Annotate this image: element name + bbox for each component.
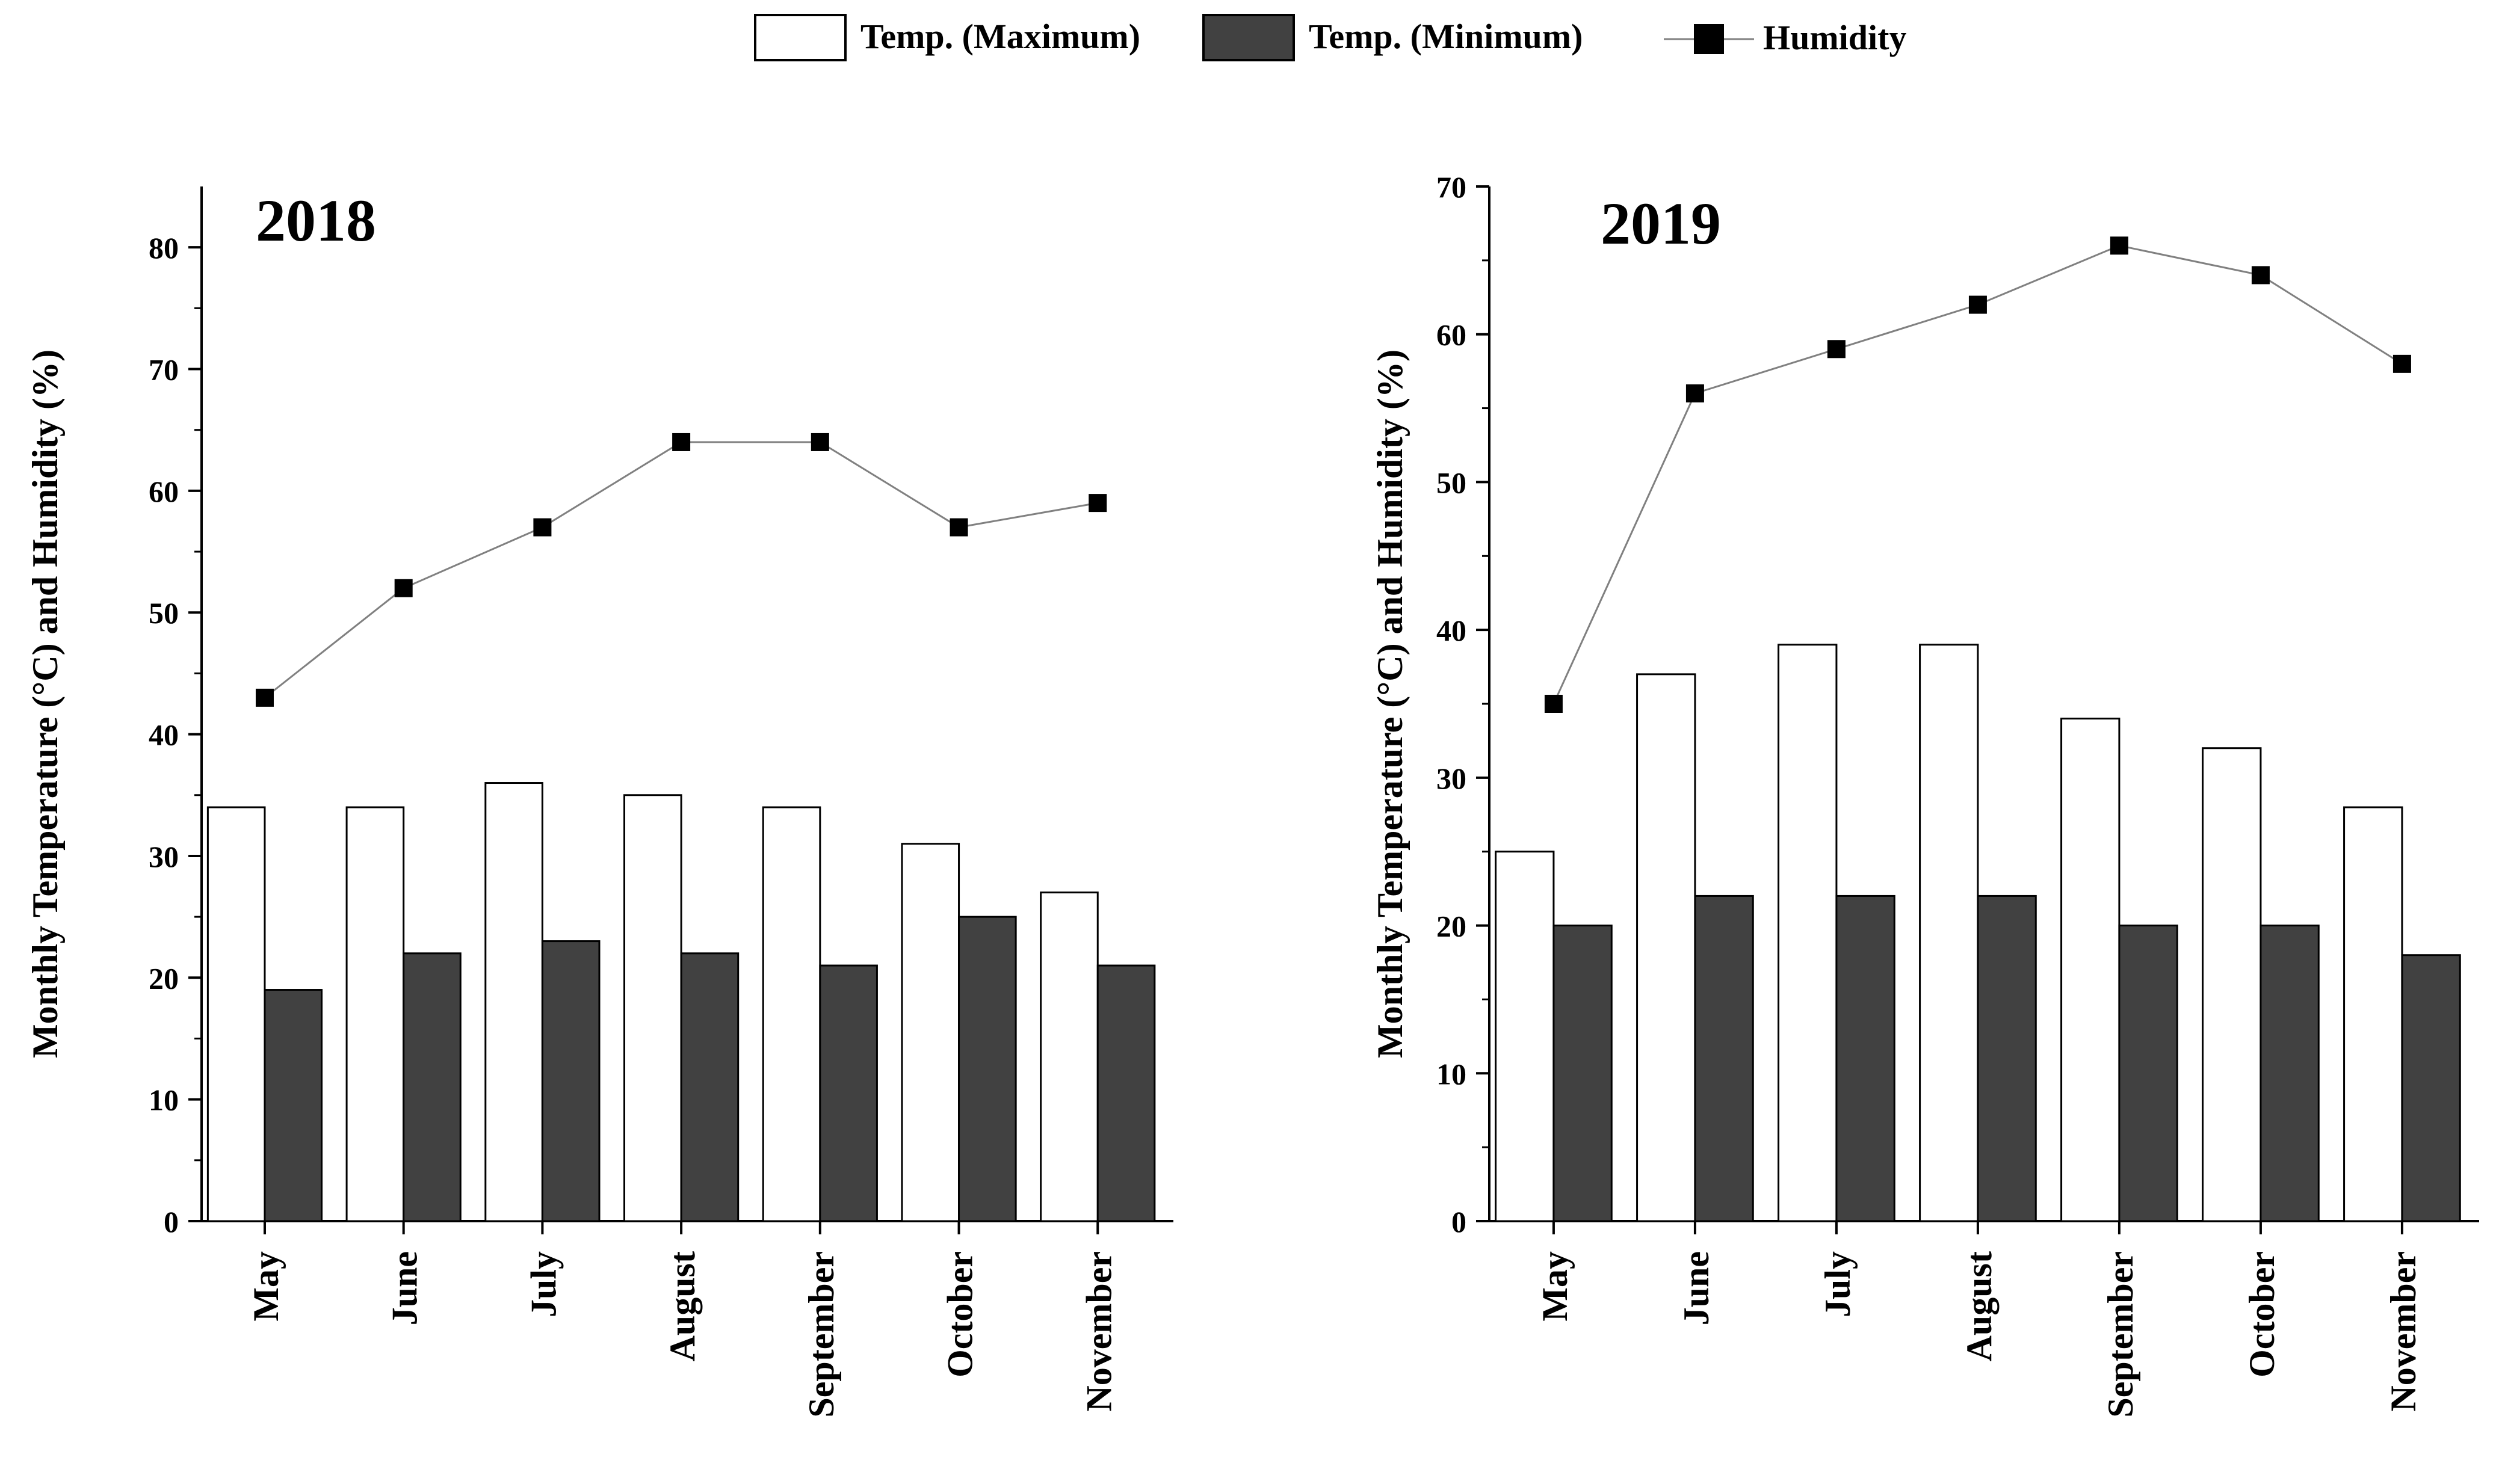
y-tick-label: 20 <box>1436 910 1466 943</box>
chart-title: 2019 <box>1601 190 1721 257</box>
humidity-point-august <box>1968 295 1987 314</box>
bar-max-june <box>1636 673 1696 1222</box>
humidity-point-august <box>672 433 691 451</box>
y-tick-label: 60 <box>149 475 179 508</box>
y-axis-label: Monthly Temperature (°C) and Humidity (%… <box>25 349 65 1058</box>
humidity-point-july <box>533 518 552 537</box>
x-tick-label-september: September <box>802 1251 841 1418</box>
bar-max-october <box>2202 747 2262 1222</box>
y-tick-label: 30 <box>1436 762 1466 795</box>
y-tick-label: 10 <box>1436 1057 1466 1091</box>
bar-max-november <box>2343 806 2403 1222</box>
bar-min-june <box>403 952 462 1222</box>
x-tick-label-august: August <box>663 1251 702 1361</box>
legend-marker-humidity <box>1694 24 1724 54</box>
x-tick-label-may: May <box>246 1251 286 1322</box>
bar-min-september <box>2118 925 2178 1222</box>
x-tick-label-june: June <box>385 1251 425 1325</box>
y-tick-label: 0 <box>1451 1205 1466 1239</box>
chart-title: 2018 <box>256 187 376 254</box>
humidity-point-may <box>1544 695 1563 713</box>
bar-min-august <box>680 952 740 1222</box>
x-tick-label-august: August <box>1959 1251 1999 1361</box>
bar-max-may <box>1495 851 1555 1222</box>
legend-swatch-min <box>1202 14 1295 61</box>
x-tick-label-july: July <box>1818 1251 1858 1317</box>
bar-min-may <box>1552 925 1613 1222</box>
humidity-point-may <box>255 688 274 707</box>
x-tick-label-may: May <box>1535 1251 1575 1322</box>
x-tick-label-june: June <box>1676 1251 1716 1325</box>
humidity-line <box>264 441 1098 699</box>
y-tick-label: 50 <box>1436 466 1466 499</box>
y-tick-label: 0 <box>164 1205 179 1239</box>
bar-max-november <box>1040 891 1099 1222</box>
x-tick-label-july: July <box>524 1251 563 1317</box>
bar-max-july <box>484 782 543 1222</box>
y-tick-label: 40 <box>149 718 179 752</box>
bar-max-july <box>1778 644 1838 1222</box>
humidity-point-september <box>811 433 829 451</box>
humidity-point-july <box>1827 340 1846 359</box>
bar-min-november <box>2401 954 2461 1222</box>
y-tick-label: 10 <box>149 1083 179 1117</box>
humidity-line <box>1552 244 2403 704</box>
legend: Temp. (Maximum) Temp. (Minimum) Humidity <box>754 14 1907 61</box>
bar-max-october <box>901 843 960 1222</box>
bar-min-may <box>264 989 323 1222</box>
x-tick-label-november: November <box>1079 1251 1119 1412</box>
bar-max-september <box>2060 718 2121 1222</box>
legend-label-humidity: Humidity <box>1763 18 1907 57</box>
humidity-point-november <box>2392 354 2411 373</box>
y-tick-label: 30 <box>149 840 179 873</box>
bar-min-october <box>958 916 1017 1222</box>
bar-max-may <box>206 806 266 1222</box>
bar-min-september <box>819 964 878 1222</box>
bar-max-august <box>1919 644 1979 1222</box>
y-tick-label: 80 <box>149 231 179 265</box>
chart-2019: 0 10 20 30 40 50 60 70 Monthly Temperature (°C) … <box>1370 170 2479 1418</box>
humidity-point-june <box>1685 384 1704 402</box>
y-axis-label: Monthly Temperature (°C) and Humidity (%… <box>1370 349 1410 1058</box>
humidity-point-october <box>2251 266 2270 285</box>
humidity-point-november <box>1089 494 1107 513</box>
humidity-point-june <box>394 579 413 597</box>
bar-max-june <box>345 806 405 1222</box>
legend-swatch-max <box>754 14 847 61</box>
bar-min-november <box>1096 964 1156 1222</box>
legend-label-min: Temp. (Minimum) <box>1309 17 1583 56</box>
y-tick-label: 60 <box>1436 318 1466 352</box>
humidity-point-october <box>950 518 968 537</box>
x-tick-label-november: November <box>2383 1251 2423 1412</box>
bar-min-july <box>1835 894 1895 1222</box>
x-tick-label-september: September <box>2101 1251 2140 1418</box>
bar-min-june <box>1694 894 1754 1222</box>
legend-label-max: Temp. (Maximum) <box>860 17 1140 56</box>
humidity-point-september <box>2110 236 2128 255</box>
x-tick-label-october: October <box>2242 1251 2282 1378</box>
y-tick-label: 50 <box>149 596 179 630</box>
y-tick-label: 70 <box>1436 170 1466 204</box>
x-tick-label-october: October <box>941 1251 980 1378</box>
bar-max-september <box>762 806 821 1222</box>
bar-min-july <box>541 940 601 1222</box>
y-tick-label: 20 <box>149 961 179 995</box>
y-tick-label: 40 <box>1436 614 1466 647</box>
chart-2018: 0 10 20 30 40 50 60 70 80 Monthly Temperature (°C… <box>25 186 1173 1418</box>
bar-min-october <box>2260 925 2320 1222</box>
bar-max-august <box>623 794 682 1222</box>
bar-min-august <box>1977 894 2037 1222</box>
y-tick-label: 70 <box>149 353 179 387</box>
